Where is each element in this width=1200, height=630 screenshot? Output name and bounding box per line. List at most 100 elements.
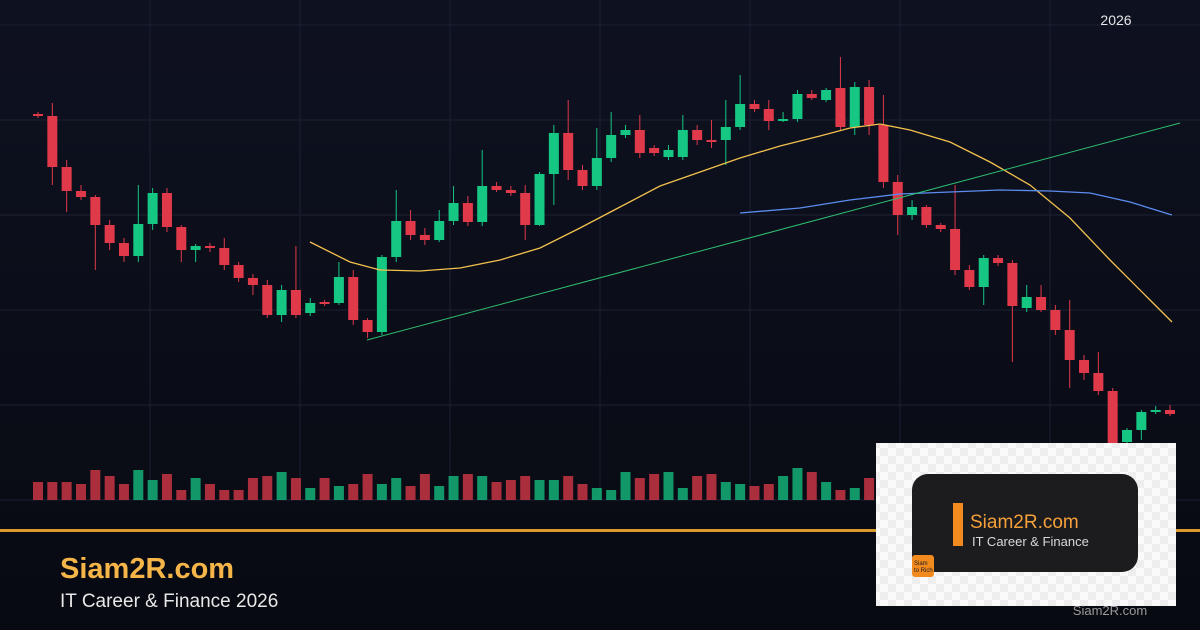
candle-body [190, 246, 201, 250]
volume-bar [233, 490, 244, 500]
candle-body [620, 130, 631, 135]
volume-bar [620, 472, 631, 500]
candle-body [290, 290, 301, 315]
logo-icon-text: to Rich [914, 568, 933, 574]
watermark: Siam2R.com [1073, 603, 1147, 618]
candle-body [419, 235, 430, 240]
candle-body [835, 88, 846, 127]
candle-body [176, 227, 187, 250]
year-badge: 2026 [1100, 12, 1131, 28]
candle-body [1079, 360, 1090, 373]
candle-body [921, 207, 932, 225]
candle-body [563, 133, 574, 170]
volume-bar [391, 478, 402, 500]
candle-body [133, 224, 144, 256]
candle-body [1165, 410, 1175, 414]
volume-bar [190, 478, 201, 500]
candle-body [806, 94, 817, 98]
candle-body [75, 191, 86, 197]
volume-bar [806, 472, 817, 500]
volume-bar [563, 476, 574, 500]
candle-body [935, 225, 946, 229]
volume-bar [520, 476, 531, 500]
volume-bar [61, 482, 72, 500]
brand-title: Siam2R.com [60, 553, 234, 585]
volume-bar [118, 484, 129, 500]
volume-bar [147, 480, 158, 500]
candle-body [706, 140, 717, 142]
volume-bar [749, 486, 760, 500]
candle-body [821, 90, 832, 100]
volume-bar [262, 476, 273, 500]
candle-body [950, 229, 961, 270]
candle-body [634, 130, 645, 153]
volume-bar [376, 484, 387, 500]
volume-bar [47, 482, 58, 500]
volume-bar [491, 482, 502, 500]
candle-body [1093, 373, 1104, 391]
volume-bar [864, 478, 875, 500]
candle-body [477, 186, 488, 222]
volume-bar [477, 476, 488, 500]
volume-bar [735, 484, 746, 500]
candle-body [1136, 412, 1147, 430]
logo-icon [912, 555, 934, 577]
candle-body [219, 248, 230, 265]
logo-bar [953, 503, 963, 546]
candle-body [262, 285, 273, 315]
candle-body [462, 203, 473, 222]
candle-body [778, 119, 789, 121]
candle-body [448, 203, 459, 221]
grid [0, 0, 1200, 501]
candle-body [376, 257, 387, 332]
volume-bar [104, 476, 115, 500]
volume-bar [692, 476, 703, 500]
trend-line [366, 122, 1181, 341]
volume-bar [204, 484, 215, 500]
candle-body [434, 221, 445, 240]
volume-bar [75, 484, 86, 500]
logo-title: Siam2R.com [970, 512, 1079, 533]
logo-tagline: IT Career & Finance [972, 534, 1089, 549]
volume-bar [649, 474, 660, 500]
volume-bar [176, 490, 187, 500]
divider [0, 529, 1200, 532]
candle-body [591, 158, 602, 186]
volume-bar [90, 470, 101, 500]
candle-body [204, 246, 215, 248]
candle-body [348, 277, 359, 320]
candle-body [520, 193, 531, 225]
candle-body [978, 258, 989, 287]
volume-bar [577, 484, 588, 500]
candle-body [792, 94, 803, 119]
volume-bar [849, 488, 860, 500]
candle-body [305, 303, 316, 313]
volume-bar [778, 476, 789, 500]
candle-body [61, 167, 72, 191]
volume-bar [548, 480, 559, 500]
candle-body [1064, 330, 1075, 360]
candle-body [233, 265, 244, 278]
volume-bar [290, 478, 301, 500]
candle-body [864, 87, 875, 125]
volume-bar [319, 478, 330, 500]
volume-bar [305, 488, 316, 500]
candle-body [649, 148, 660, 153]
volume-bar [591, 488, 602, 500]
volume-bar [677, 488, 688, 500]
volume-bar [462, 474, 473, 500]
volume-bar [333, 486, 344, 500]
candle-body [33, 114, 43, 116]
candle-body [161, 193, 172, 227]
candle-body [391, 221, 402, 257]
candle-body [993, 258, 1004, 263]
logo-panel [912, 474, 1138, 572]
candle-body [964, 270, 975, 287]
candle-body [606, 135, 617, 158]
candle-body [333, 277, 344, 303]
volume-bar [706, 474, 717, 500]
candle-body [1107, 391, 1118, 445]
candle-body [548, 133, 559, 174]
volume-bar [33, 482, 43, 500]
